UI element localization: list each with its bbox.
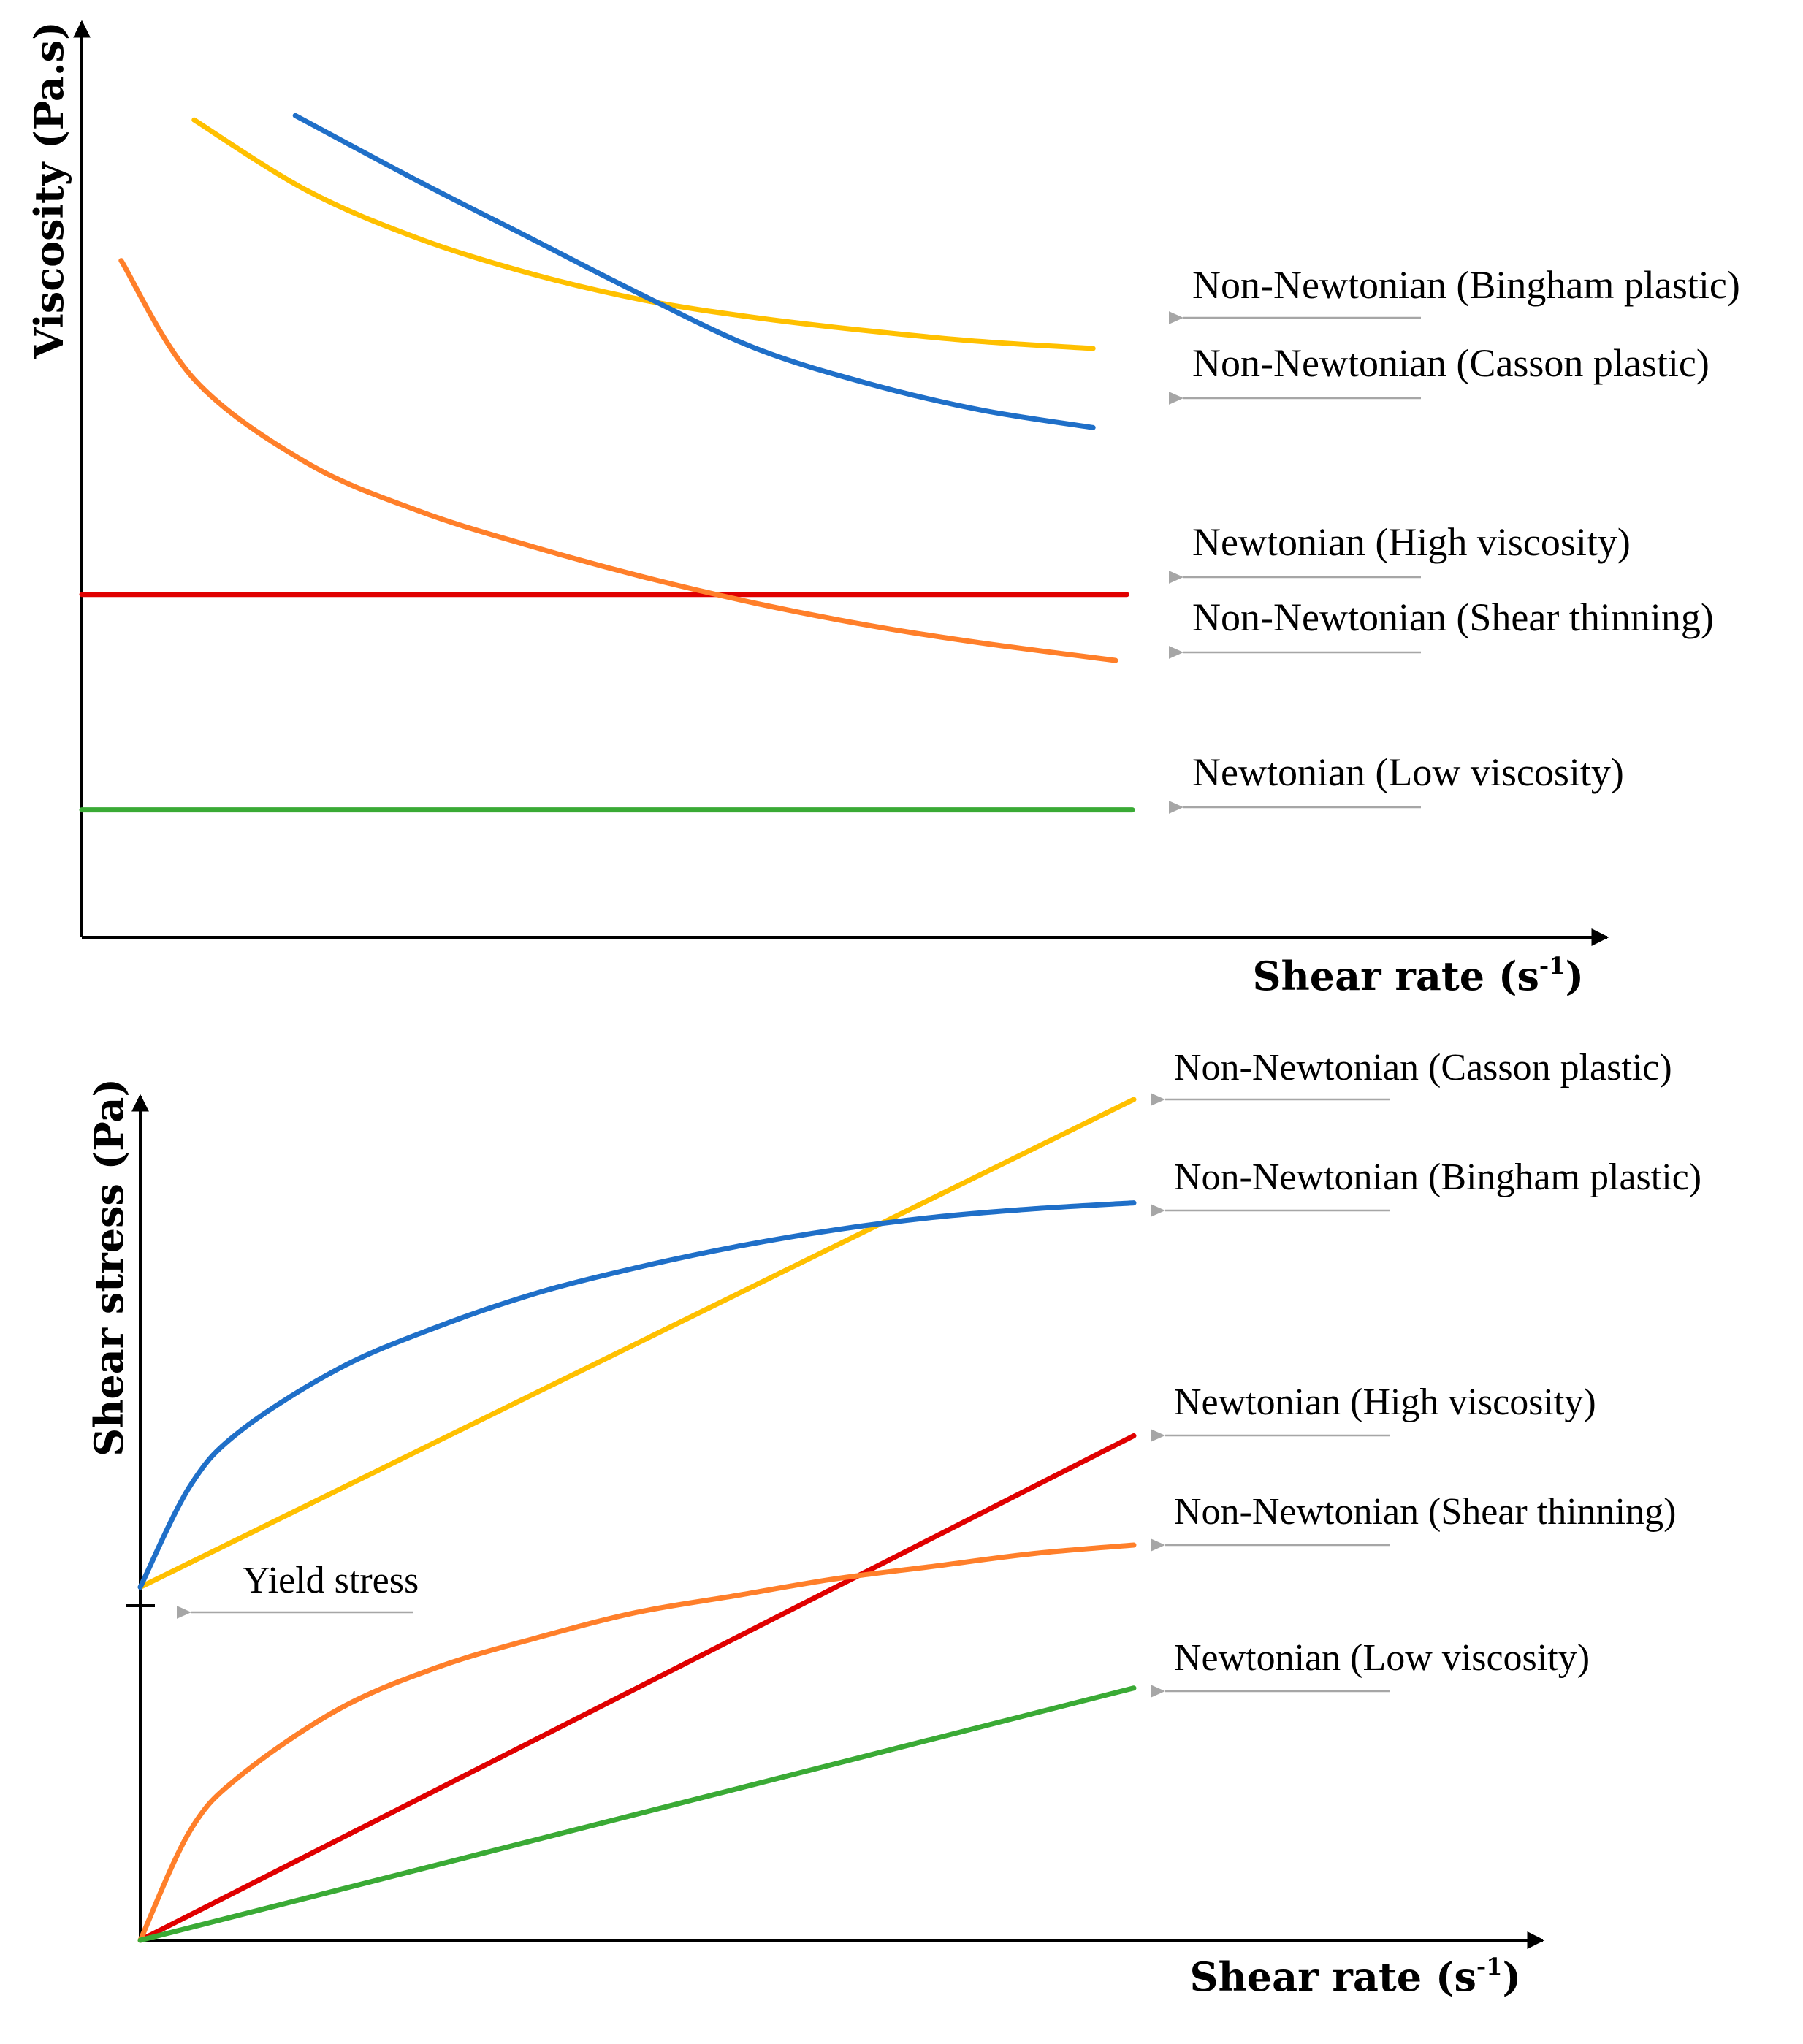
legend: Non-Newtonian (Casson plastic) Non-Newto… [176, 1047, 1701, 1698]
legend-label-bingham-plastic: Non-Newtonian (Bingham plastic) [1192, 263, 1740, 307]
bingham-plastic-curve [137, 1200, 1137, 1590]
legend-label-shear-thinning: Non-Newtonian (Shear thinning) [1192, 595, 1714, 639]
legend-label-casson-plastic: Non-Newtonian (Casson plastic) [1192, 341, 1709, 385]
legend-label-newtonian-low: Newtonian (Low viscosity) [1174, 1637, 1590, 1679]
newtonian-low-viscosity-line [137, 1685, 1137, 1943]
legend-label-bingham-plastic: Non-Newtonian (Bingham plastic) [1174, 1156, 1701, 1198]
series-group [79, 113, 1135, 813]
shear-thinning-curve [118, 258, 1118, 663]
x-axis-label: Shear rate (s-1) [1190, 1953, 1521, 2000]
yield-stress-label: Yield stress [243, 1560, 419, 1601]
newtonian-high-viscosity-line [137, 1433, 1137, 1943]
y-axis-label: Shear stress (Pa) [85, 1078, 132, 1457]
legend-label-newtonian-high: Newtonian (High viscosity) [1192, 520, 1631, 564]
y-axis-label: Viscosity (Pa.s) [26, 21, 72, 359]
series-group [137, 1097, 1137, 1943]
x-axis-label: Shear rate (s-1) [1253, 952, 1584, 999]
shear-stress-chart: Shear stress (Pa) Shear rate (s-1) Non-N… [85, 1047, 1701, 2000]
legend-label-newtonian-high: Newtonian (High viscosity) [1174, 1381, 1596, 1423]
legend-label-shear-thinning: Non-Newtonian (Shear thinning) [1174, 1491, 1676, 1533]
casson-plastic-curve [292, 113, 1096, 430]
legend: Non-Newtonian (Bingham plastic) Non-Newt… [1168, 263, 1740, 814]
legend-label-newtonian-low: Newtonian (Low viscosity) [1192, 750, 1624, 794]
bingham-plastic-curve [191, 117, 1096, 351]
shear-thinning-curve [137, 1542, 1137, 1943]
casson-plastic-line [137, 1097, 1137, 1590]
viscosity-chart: Viscosity (Pa.s) Shear rate (s-1) Non-Ne… [26, 20, 1740, 999]
legend-label-casson-plastic: Non-Newtonian (Casson plastic) [1174, 1047, 1672, 1088]
